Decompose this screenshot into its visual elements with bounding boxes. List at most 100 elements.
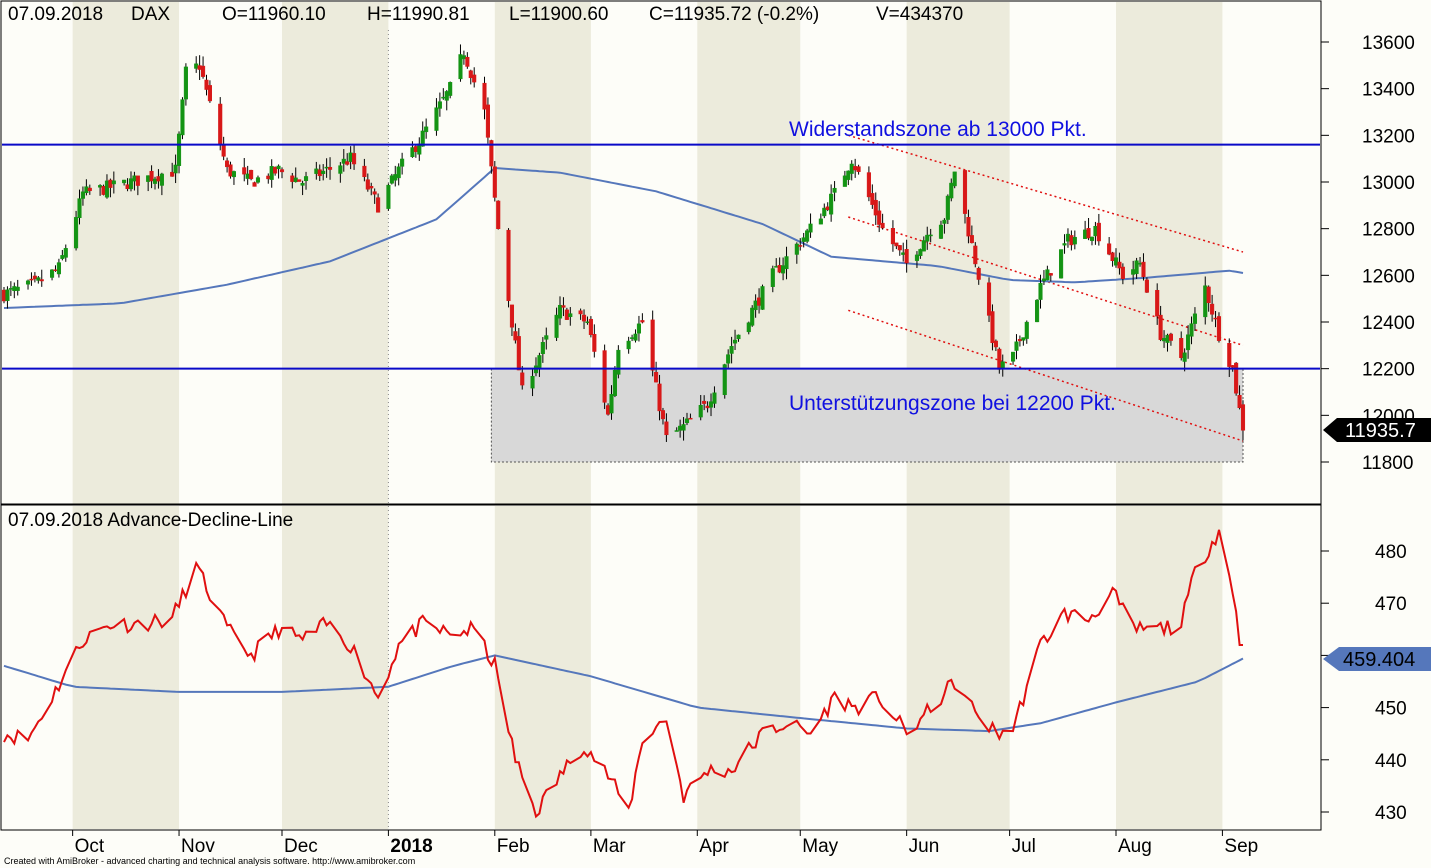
candle-body	[1093, 225, 1098, 237]
candle-body	[465, 56, 470, 67]
candle-body	[49, 269, 55, 278]
candle-body	[74, 217, 79, 249]
candle-body	[681, 424, 686, 431]
horizontal-levels	[2, 143, 1320, 370]
candle-body	[630, 337, 635, 339]
month-band-bottom	[72, 506, 180, 829]
candle-body	[870, 193, 875, 205]
month-band-bottom	[906, 506, 1010, 829]
candle-body	[482, 82, 487, 110]
candle-body	[540, 342, 545, 355]
candle-body	[111, 180, 116, 185]
candle-body	[654, 371, 659, 383]
candle-body	[1069, 235, 1074, 246]
candle-body	[993, 340, 998, 348]
candle-body	[520, 372, 525, 386]
candle-body	[255, 177, 261, 183]
candle-body	[746, 322, 751, 333]
candle-body	[125, 184, 130, 190]
candle-body	[612, 369, 617, 397]
candle-body	[146, 175, 151, 182]
candle-body	[197, 65, 202, 70]
candle-body	[1048, 273, 1053, 276]
candle-body	[242, 167, 247, 175]
candle-body	[805, 230, 810, 242]
candle-body	[420, 130, 425, 147]
candle-body	[705, 405, 710, 409]
candle-body	[901, 252, 906, 255]
candle-body	[973, 245, 978, 265]
candle-body	[104, 180, 110, 198]
credit-text: Created with AmiBroker - advanced charti…	[4, 856, 415, 866]
candle-body	[63, 248, 68, 258]
candle-body	[273, 166, 278, 174]
candle-body	[152, 178, 158, 184]
support-annotation: Unterstützungszone bei 12200 Pkt.	[789, 392, 1116, 415]
top-header-date: 07.09.2018	[8, 4, 103, 25]
candle-body	[544, 335, 549, 340]
candle-body	[472, 74, 477, 83]
candle-body	[698, 405, 703, 418]
candle-body	[372, 191, 377, 195]
y-tick-label-bottom: 430	[1375, 803, 1407, 824]
candle-body	[554, 314, 559, 338]
candle-body	[225, 160, 230, 168]
candle-body	[633, 333, 638, 341]
candle-body	[578, 310, 583, 315]
candle-body	[664, 421, 669, 436]
candle-body	[84, 186, 89, 193]
y-tick-label-top: 11800	[1362, 453, 1413, 474]
candle-body	[1137, 262, 1143, 265]
candle-body	[1144, 279, 1149, 293]
candle-body	[489, 140, 494, 167]
candle-body	[925, 234, 930, 242]
candle-body	[712, 392, 717, 404]
candle-body	[324, 166, 329, 169]
candle-body	[818, 218, 823, 225]
candle-body	[846, 170, 851, 180]
candle-body	[1096, 222, 1101, 242]
candle-body	[108, 179, 113, 188]
candle-body	[400, 158, 405, 167]
x-tick-label: Apr	[699, 836, 729, 857]
candle-body	[12, 286, 17, 292]
y-axis-bottom: 430440450460470480	[1321, 542, 1407, 824]
x-tick-label: 2018	[390, 836, 432, 857]
candle-body	[176, 133, 182, 166]
top-header-low: L=11900.60	[509, 4, 609, 25]
y-tick-label-bottom: 450	[1375, 699, 1407, 720]
month-band-bottom	[697, 506, 801, 829]
y-tick-label-top: 12600	[1362, 266, 1415, 287]
candle-body	[1230, 365, 1235, 368]
candle-body	[777, 265, 782, 273]
candle-body	[1045, 269, 1050, 281]
candle-body	[557, 304, 563, 319]
candle-body	[221, 144, 226, 157]
candle-body	[760, 286, 765, 310]
candle-body	[135, 175, 140, 186]
candle-body	[684, 418, 690, 424]
candle-body	[1186, 334, 1191, 351]
candle-body	[1168, 333, 1173, 341]
candle-body	[413, 146, 418, 152]
candle-body	[1086, 228, 1091, 239]
top-header-high: H=11990.81	[367, 4, 470, 25]
candle-body	[132, 175, 137, 182]
candle-body	[616, 349, 621, 375]
candle-body	[602, 350, 607, 403]
candle-body	[829, 193, 834, 215]
candle-body	[386, 184, 391, 209]
candle-body	[609, 394, 614, 414]
candle-body	[87, 187, 92, 192]
candle-body	[36, 277, 41, 281]
candle-body	[173, 164, 178, 174]
candle-body	[348, 152, 353, 162]
candle-body	[877, 210, 882, 225]
candle-body	[678, 425, 683, 431]
candle-body	[1107, 243, 1112, 255]
candle-body	[781, 265, 786, 274]
candle-body	[1134, 260, 1139, 274]
candle-body	[722, 364, 727, 396]
x-axis: Oct Nov Dec 2018 Feb Mar Apr May Jun Jul Aug Sep	[72, 830, 1258, 857]
candle-body	[1, 289, 7, 302]
